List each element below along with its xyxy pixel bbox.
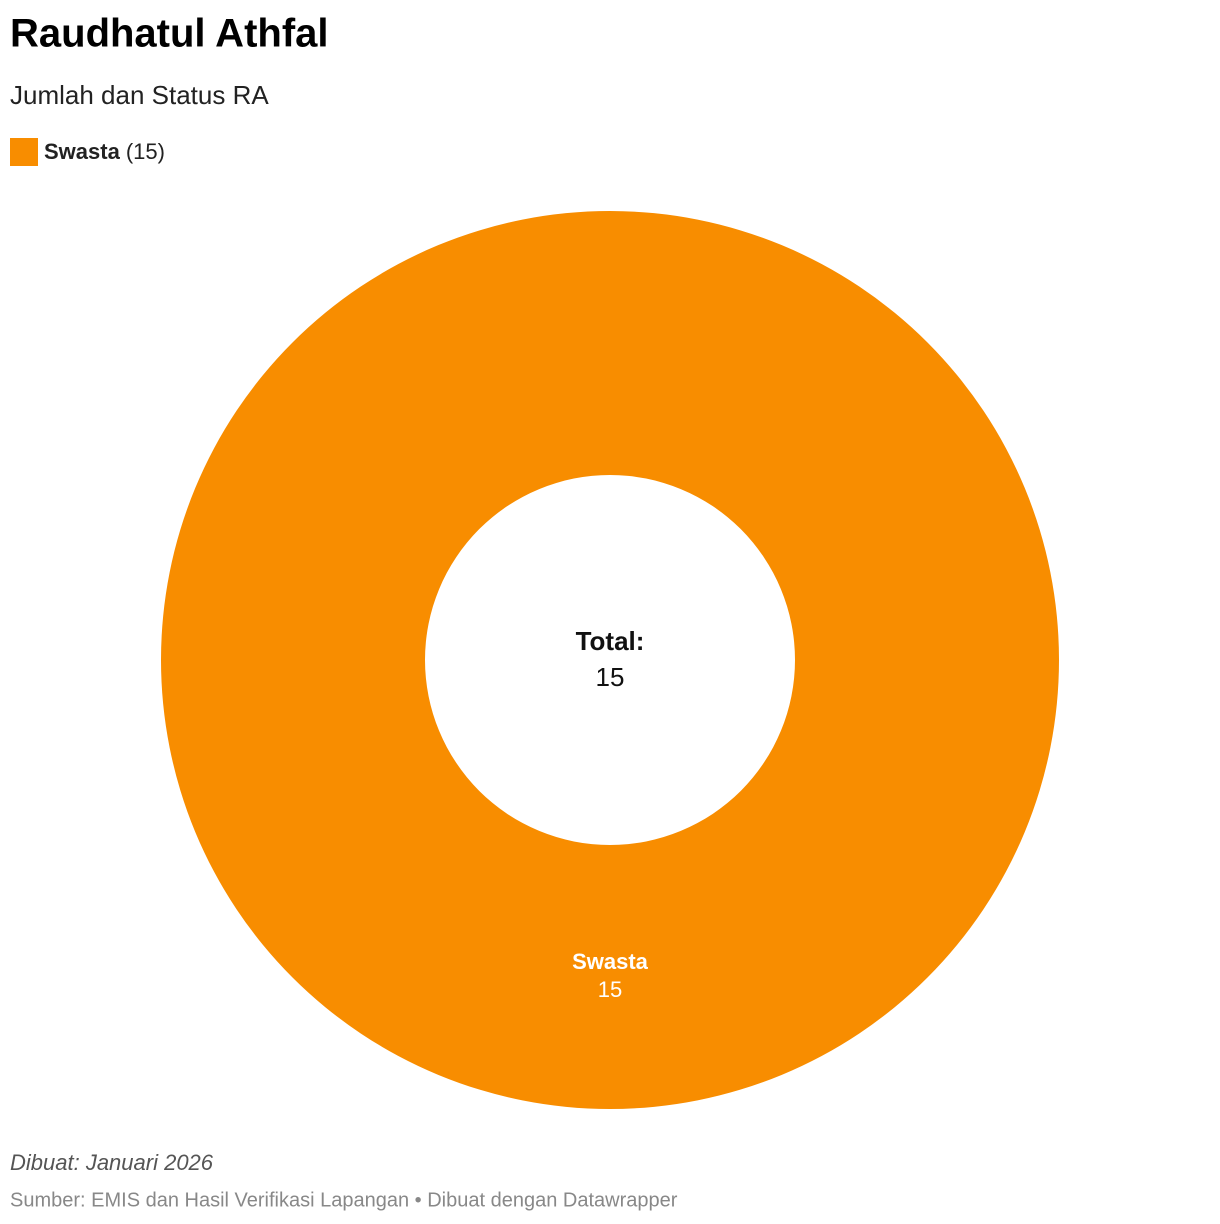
total-label: Total: (576, 626, 645, 656)
total-value: 15 (596, 662, 625, 692)
chart-title: Raudhatul Athfal (10, 12, 329, 56)
note: Dibuat: Januari 2026 (10, 1150, 214, 1175)
legend-swatch (10, 138, 38, 166)
legend-value: (15) (126, 139, 165, 164)
slice-label: Swasta (572, 949, 649, 974)
donut-slice (161, 211, 1059, 1109)
legend-label: Swasta (44, 139, 121, 164)
source: Sumber: EMIS dan Hasil Verifikasi Lapang… (10, 1189, 678, 1211)
slice-value: 15 (598, 977, 622, 1002)
chart-subtitle: Jumlah dan Status RA (10, 80, 269, 110)
